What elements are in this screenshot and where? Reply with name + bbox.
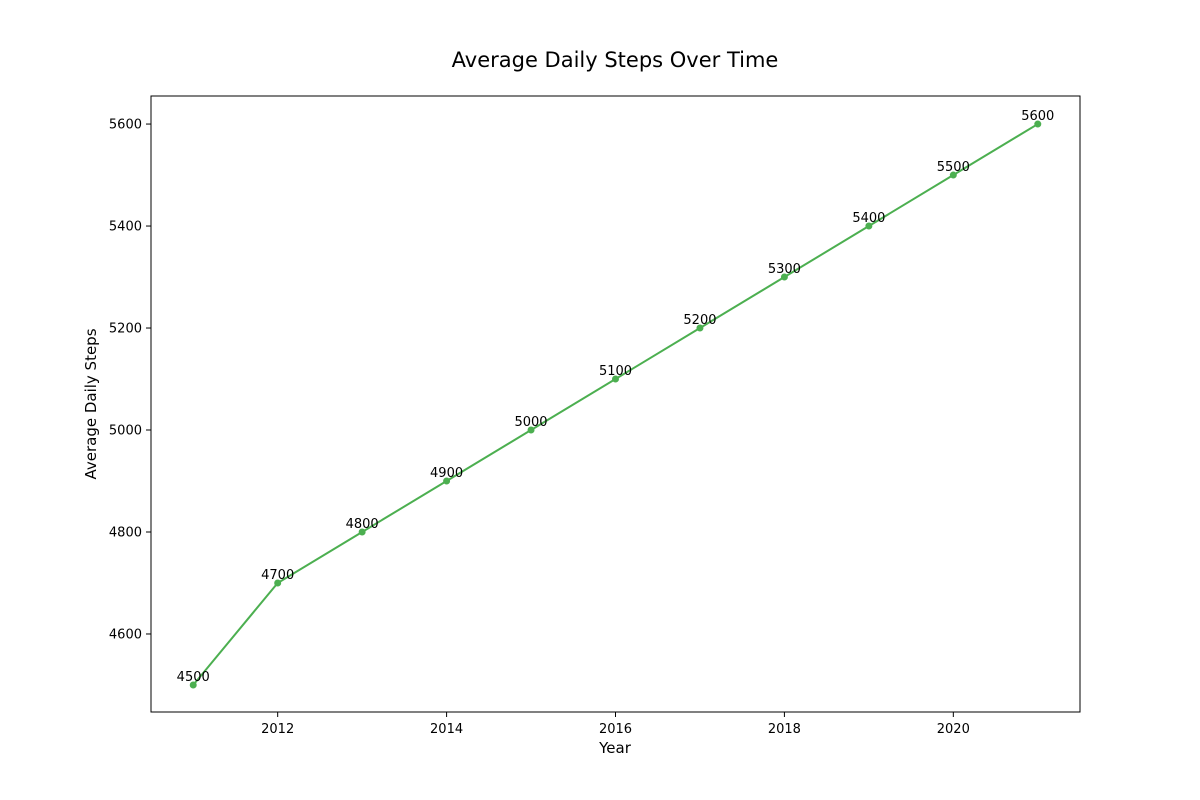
y-tick-label: 5000 [109,424,142,439]
data-point [949,171,957,179]
data-label: 4900 [430,466,463,481]
data-point [189,681,197,689]
data-point [612,375,619,383]
data-label: 5400 [852,211,885,226]
data-label: 4500 [177,670,210,685]
data-point [780,273,788,281]
x-tick-label: 2014 [430,722,463,737]
data-point [274,579,282,587]
y-tick-label: 4600 [109,627,142,642]
data-points [189,120,1042,689]
data-point [527,426,535,434]
y-tick-label: 4800 [109,525,142,540]
data-label: 5300 [768,262,801,277]
x-tick-label: 2018 [768,722,801,737]
data-point [1034,120,1042,128]
data-point [358,528,366,536]
x-axis: 2012 2014 2016 2018 2020 [261,712,970,737]
x-tick-label: 2012 [261,722,294,737]
y-tick-label: 5600 [109,118,142,133]
data-labels: 4500 4700 4800 4900 5000 5100 5200 5300 5400 5500… [177,109,1055,685]
data-label: 5600 [1021,109,1054,124]
x-tick-label: 2016 [599,722,632,737]
y-tick-label: 5200 [109,322,142,337]
data-label: 5200 [683,313,716,328]
chart-title: Average Daily Steps Over Time [452,48,779,72]
data-label: 4800 [346,517,379,532]
data-label: 5100 [599,364,632,379]
y-axis-label: Average Daily Steps [82,328,100,479]
x-axis-label: Year [598,739,632,757]
x-tick-label: 2020 [937,722,970,737]
data-point [865,222,873,230]
data-point [696,324,704,332]
y-tick-label: 5400 [109,220,142,235]
data-label: 5500 [937,160,970,175]
data-label: 5000 [514,415,547,430]
y-axis: 4600 4800 5000 5200 5400 5600 [109,118,151,642]
data-point [443,477,451,485]
data-label: 4700 [261,568,294,583]
